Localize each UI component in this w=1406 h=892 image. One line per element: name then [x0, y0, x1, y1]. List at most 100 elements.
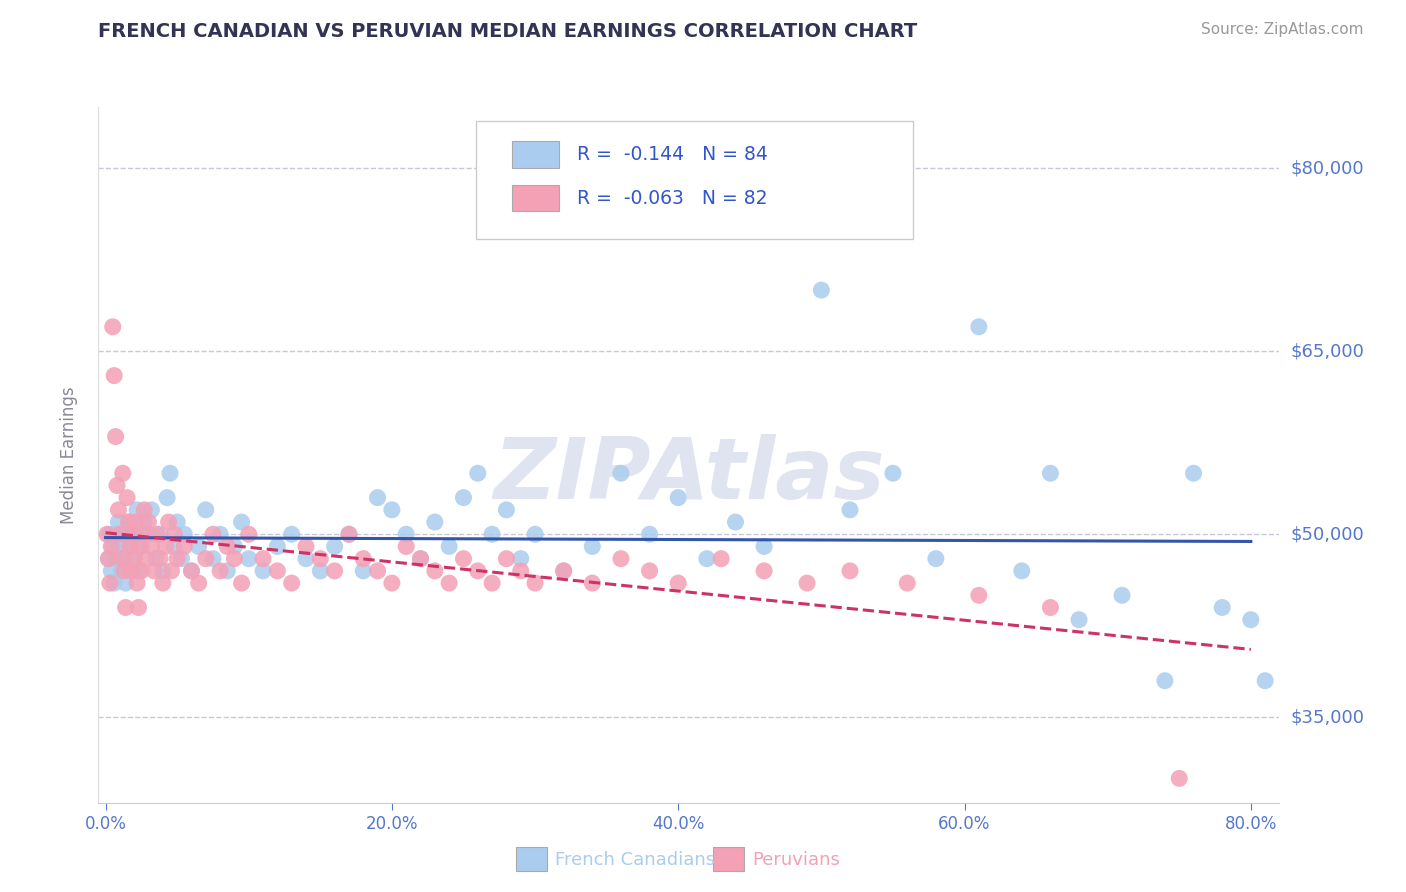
Point: [1254, 673, 1277, 688]
Point: [160, 564, 183, 578]
Point: [97, 551, 120, 566]
Point: [129, 540, 152, 554]
Point: [125, 503, 148, 517]
Point: [149, 551, 172, 566]
Point: [100, 564, 122, 578]
Point: [1111, 588, 1133, 602]
Point: [114, 600, 136, 615]
Point: [467, 467, 489, 481]
Point: [481, 576, 503, 591]
Point: [104, 429, 127, 443]
Point: [201, 551, 224, 566]
Point: [146, 527, 169, 541]
Point: [839, 564, 862, 578]
Point: [381, 503, 404, 517]
Point: [115, 540, 138, 554]
Text: Peruvians: Peruvians: [752, 851, 841, 869]
Point: [180, 564, 202, 578]
Point: [309, 564, 332, 578]
Point: [209, 564, 232, 578]
Point: [224, 540, 246, 554]
Point: [118, 540, 141, 554]
Point: [323, 540, 346, 554]
Point: [149, 527, 172, 541]
Point: [231, 515, 253, 529]
Point: [173, 527, 195, 541]
Point: [145, 551, 167, 566]
Point: [105, 478, 128, 492]
Point: [117, 515, 139, 529]
Point: [224, 551, 246, 566]
Point: [323, 564, 346, 578]
Point: [1067, 613, 1090, 627]
Point: [524, 576, 547, 591]
Point: [103, 576, 125, 591]
Point: [103, 368, 125, 383]
Point: [610, 551, 633, 566]
Point: [1182, 467, 1205, 481]
Point: [128, 600, 150, 615]
Point: [201, 527, 224, 541]
Point: [238, 527, 260, 541]
Point: [170, 551, 193, 566]
Point: [395, 527, 418, 541]
Point: [553, 564, 575, 578]
Point: [101, 319, 124, 334]
Point: [108, 540, 131, 554]
Point: [423, 564, 446, 578]
Y-axis label: Median Earnings: Median Earnings: [59, 386, 77, 524]
Point: [610, 467, 633, 481]
Point: [194, 503, 217, 517]
Text: $65,000: $65,000: [1291, 343, 1364, 360]
Point: [467, 564, 489, 578]
Point: [967, 588, 990, 602]
Point: [217, 564, 239, 578]
Point: [98, 576, 121, 591]
Point: [638, 527, 661, 541]
Point: [337, 527, 360, 541]
Point: [166, 551, 188, 566]
Point: [495, 551, 517, 566]
Point: [114, 576, 136, 591]
Point: [141, 503, 163, 517]
Point: [152, 576, 174, 591]
Point: [138, 515, 160, 529]
Point: [128, 564, 150, 578]
Point: [367, 491, 389, 505]
Point: [925, 551, 948, 566]
Point: [553, 564, 575, 578]
Point: [266, 540, 288, 554]
Point: [395, 540, 418, 554]
Point: [752, 564, 775, 578]
Point: [437, 540, 460, 554]
Text: ZIPAtlas: ZIPAtlas: [494, 434, 884, 517]
Point: [724, 515, 747, 529]
Text: $50,000: $50,000: [1291, 525, 1364, 543]
Point: [839, 503, 862, 517]
Point: [1240, 613, 1263, 627]
Point: [120, 564, 142, 578]
Point: [108, 527, 131, 541]
Point: [352, 564, 374, 578]
Text: $80,000: $80,000: [1291, 159, 1364, 178]
Point: [796, 576, 818, 591]
Text: R =  -0.063   N = 82: R = -0.063 N = 82: [576, 189, 768, 208]
Point: [124, 515, 146, 529]
Point: [495, 503, 517, 517]
Point: [352, 551, 374, 566]
Point: [509, 551, 531, 566]
Point: [1011, 564, 1033, 578]
FancyBboxPatch shape: [512, 185, 560, 211]
Point: [115, 491, 138, 505]
Point: [1154, 673, 1177, 688]
Point: [122, 551, 145, 566]
Point: [152, 564, 174, 578]
Point: [166, 515, 188, 529]
Point: [252, 564, 274, 578]
Point: [509, 564, 531, 578]
Point: [437, 576, 460, 591]
Point: [96, 527, 118, 541]
Point: [98, 527, 121, 541]
Point: [481, 527, 503, 541]
Point: [117, 515, 139, 529]
